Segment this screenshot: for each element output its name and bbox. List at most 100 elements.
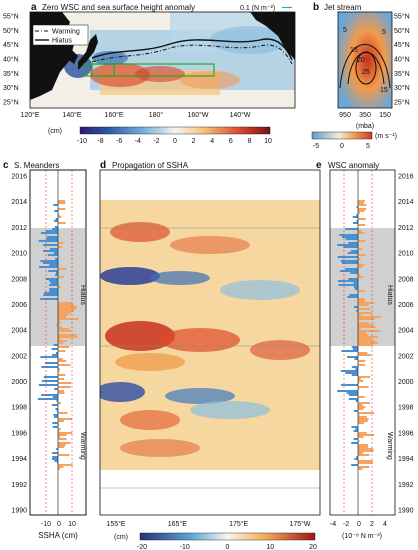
contour-label-4: 15 xyxy=(380,87,388,94)
colorbar-a-tick-4: -2 xyxy=(153,138,159,145)
year-tick-c-10: 1996 xyxy=(11,430,27,437)
wsc-bar-e xyxy=(348,394,358,396)
wsc-bar-e xyxy=(358,308,371,310)
wsc-bar-e xyxy=(358,264,365,266)
wsc-bar-e xyxy=(343,246,358,248)
ssha-bar-c xyxy=(40,232,58,234)
wsc-bar-e xyxy=(358,316,381,318)
colorbar-a-ticks: -10 -8 -6 -4 -2 0 2 4 6 8 10 xyxy=(77,138,272,145)
x-ticks-c: -10 0 10 xyxy=(41,521,76,528)
wsc-bar-e xyxy=(358,324,374,326)
wsc-bar-e xyxy=(358,402,370,404)
panel-b-title: Jet stream xyxy=(324,3,362,12)
wsc-bar-e xyxy=(358,312,373,314)
ssha-bar-c xyxy=(50,282,58,284)
wsc-bar-e xyxy=(358,336,378,338)
wsc-bar-e xyxy=(358,378,361,380)
ssha-bar-c xyxy=(58,430,60,432)
wsc-bar-e xyxy=(358,440,360,442)
ssha-bar-c xyxy=(45,362,58,364)
ssha-bar-c xyxy=(38,384,58,386)
ssha-bar-c xyxy=(41,380,58,382)
wsc-bar-e xyxy=(358,416,367,418)
wsc-bar-e xyxy=(351,374,358,376)
ssha-bar-c xyxy=(38,266,58,268)
panel-c-letter: c xyxy=(3,160,9,171)
panel-a-letter: a xyxy=(31,2,37,13)
lat-ticks-a: 55°N 50°N 45°N 40°N 35°N 30°N 25°N xyxy=(3,13,19,107)
lat-tick-a-5: 30°N xyxy=(3,84,19,92)
year-ticks-c: 2016 2014 2012 2010 2008 2006 2004 2002 2000 1998… xyxy=(11,174,27,515)
ssha-bar-c xyxy=(46,238,58,240)
wsc-bar-e xyxy=(337,244,358,246)
wsc-bar-e xyxy=(358,218,366,220)
ssha-bar-c xyxy=(52,426,58,428)
wsc-bar-e xyxy=(338,284,358,286)
ssha-bar-c xyxy=(58,330,71,332)
wsc-bar-e xyxy=(358,434,375,436)
ssha-bar-c xyxy=(58,216,62,218)
wsc-bar-e xyxy=(348,242,358,244)
x-ticks-e: -4 -2 0 2 4 xyxy=(330,521,387,528)
wsc-bar-e xyxy=(356,456,358,458)
jet-contour-outer xyxy=(339,44,391,89)
panel-c-xlabel: SSHA (cm) xyxy=(38,531,78,540)
year-tick-e-2: 2012 xyxy=(398,225,414,232)
wsc-bar-e xyxy=(358,224,366,226)
wsc-bar-e xyxy=(358,210,365,212)
wsc-bar-e xyxy=(358,380,364,382)
land-korea xyxy=(66,50,78,64)
ssha-bar-c xyxy=(58,304,75,306)
year-tick-e-1: 2014 xyxy=(398,199,414,206)
ssha-bar-c xyxy=(58,302,72,304)
ssha-bar-c xyxy=(58,350,66,352)
lat-tick-b-6: 25°N xyxy=(394,99,410,107)
wsc-bar-e xyxy=(358,290,366,292)
wsc-bar-e xyxy=(344,268,358,270)
lat-tick-b-4: 35°N xyxy=(394,70,410,78)
wsc-bar-e xyxy=(337,280,358,282)
ssha-bar-c xyxy=(43,294,58,296)
colorbar-d-tick-0: -20 xyxy=(137,544,147,550)
wsc-bar-e xyxy=(358,212,360,214)
ssha-bar-c xyxy=(38,240,58,242)
colorbar-a-unit: (cm) xyxy=(48,128,62,135)
wsc-bar-e xyxy=(351,426,358,428)
green-box-small xyxy=(91,63,115,77)
warming-line xyxy=(91,44,293,65)
green-box-large xyxy=(83,63,215,77)
wsc-bar-e xyxy=(337,390,358,392)
ssha-bar-c xyxy=(58,374,66,376)
colorbar-a-tick-7: 4 xyxy=(210,138,214,145)
ssha-bar-c xyxy=(58,214,60,216)
year-tick-e-5: 2006 xyxy=(398,302,414,309)
lon-ticks-a: 120°E 140°E 160°E 180° 160°W 140°W xyxy=(20,111,251,119)
panel-c: c S. Meanders SSHA (cm) Hiatus Warming -… xyxy=(3,160,87,540)
ssha-bar-c xyxy=(49,280,58,282)
year-ticks-e: 2016 2014 2012 2010 2008 2006 2004 2002 2000 1998… xyxy=(398,174,414,515)
wsc-bar-e xyxy=(350,250,358,252)
ssha-bar-c xyxy=(58,390,65,392)
wsc-bar-e xyxy=(358,254,366,256)
lat-tick-a-3: 40°N xyxy=(3,56,19,64)
ssha-bar-c xyxy=(46,236,58,238)
wsc-bar-e xyxy=(358,300,365,302)
x-tick-e-3: 2 xyxy=(370,521,374,528)
ssha-series-c xyxy=(37,200,79,470)
vector-scale-label: 0.1 (N m⁻²) xyxy=(240,5,275,12)
wsc-bar-e xyxy=(358,302,375,304)
year-tick-c-11: 1994 xyxy=(11,456,27,463)
colorbar-d-tick-1: -10 xyxy=(180,544,190,550)
panel-a-frame xyxy=(29,11,296,109)
ssha-bar-c xyxy=(58,334,77,336)
ssha-bar-c xyxy=(58,434,67,436)
panel-b: 5 5 15 15 20 25 b Jet stream 55°N 50°N 45°… xyxy=(311,2,410,150)
ssha-bar-c xyxy=(47,254,58,256)
wsc-bar-e xyxy=(358,454,370,456)
ssha-bar-c xyxy=(58,468,60,470)
ssha-bar-c xyxy=(41,394,58,396)
wsc-bar-e xyxy=(358,326,376,328)
wsc-bar-e xyxy=(358,382,360,384)
colorbar-b-tick-1: 0 xyxy=(340,143,344,150)
